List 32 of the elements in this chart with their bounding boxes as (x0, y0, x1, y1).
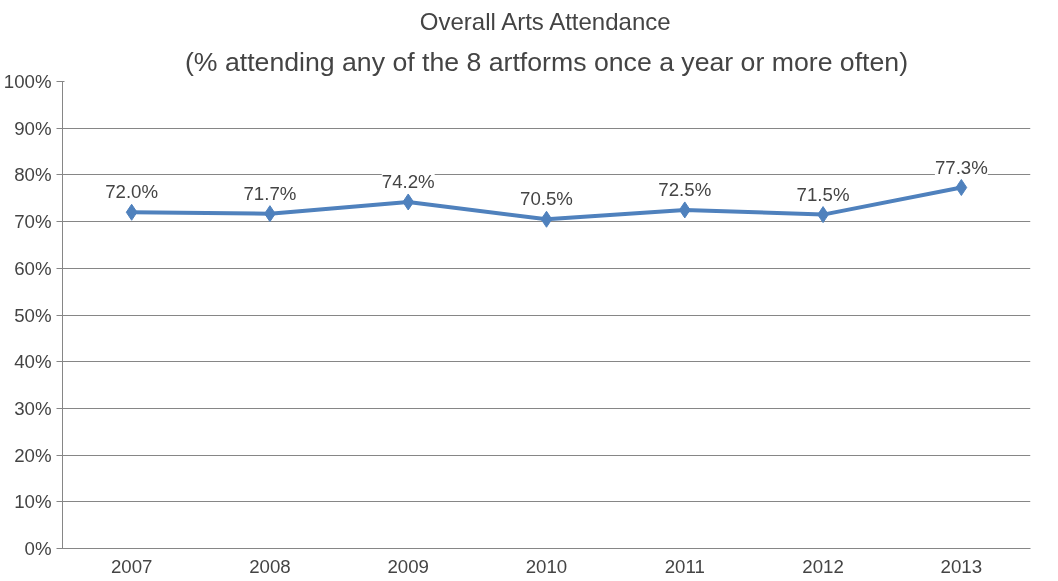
data-label: 72.0% (105, 181, 159, 203)
x-tick-label: 2010 (525, 555, 568, 577)
y-tick-label: 60% (14, 257, 52, 279)
data-label: 71.5% (796, 183, 850, 205)
x-tick-label: 2007 (110, 555, 153, 577)
point (402, 193, 415, 211)
x-tick-label: 2012 (802, 555, 844, 577)
y-tick-label: 40% (14, 351, 52, 373)
data-label: 72.5% (658, 178, 712, 200)
x-tick-label: 2009 (387, 555, 429, 577)
x-tick-label: 2011 (664, 555, 705, 577)
y-tick-label: 0% (24, 538, 52, 559)
data-label: 77.3% (934, 156, 988, 178)
point (678, 201, 691, 219)
y-tick-label: 30% (14, 397, 52, 419)
point (125, 203, 138, 221)
y-tick-label: 80% (14, 164, 52, 186)
y-tick-label: 20% (14, 444, 52, 466)
data-label: 70.5% (520, 188, 573, 210)
chart-subtitle: (% attending any of the 8 artforms once a year or more often) (184, 46, 909, 77)
x-tick-label: 2008 (249, 555, 291, 577)
y-tick-label: 10% (14, 491, 52, 513)
chart-title: Overall Arts Attendance (419, 7, 671, 35)
point (540, 210, 553, 228)
y-tick-label: 50% (14, 304, 52, 326)
point (955, 179, 968, 197)
y-tick-label: 90% (14, 117, 52, 139)
data-label: 74.2% (381, 170, 435, 192)
x-tick-label: 2013 (940, 555, 983, 577)
data-label: 71.7% (243, 182, 297, 204)
y-tick-label: 100% (3, 71, 52, 92)
y-tick-label: 70% (14, 211, 52, 233)
